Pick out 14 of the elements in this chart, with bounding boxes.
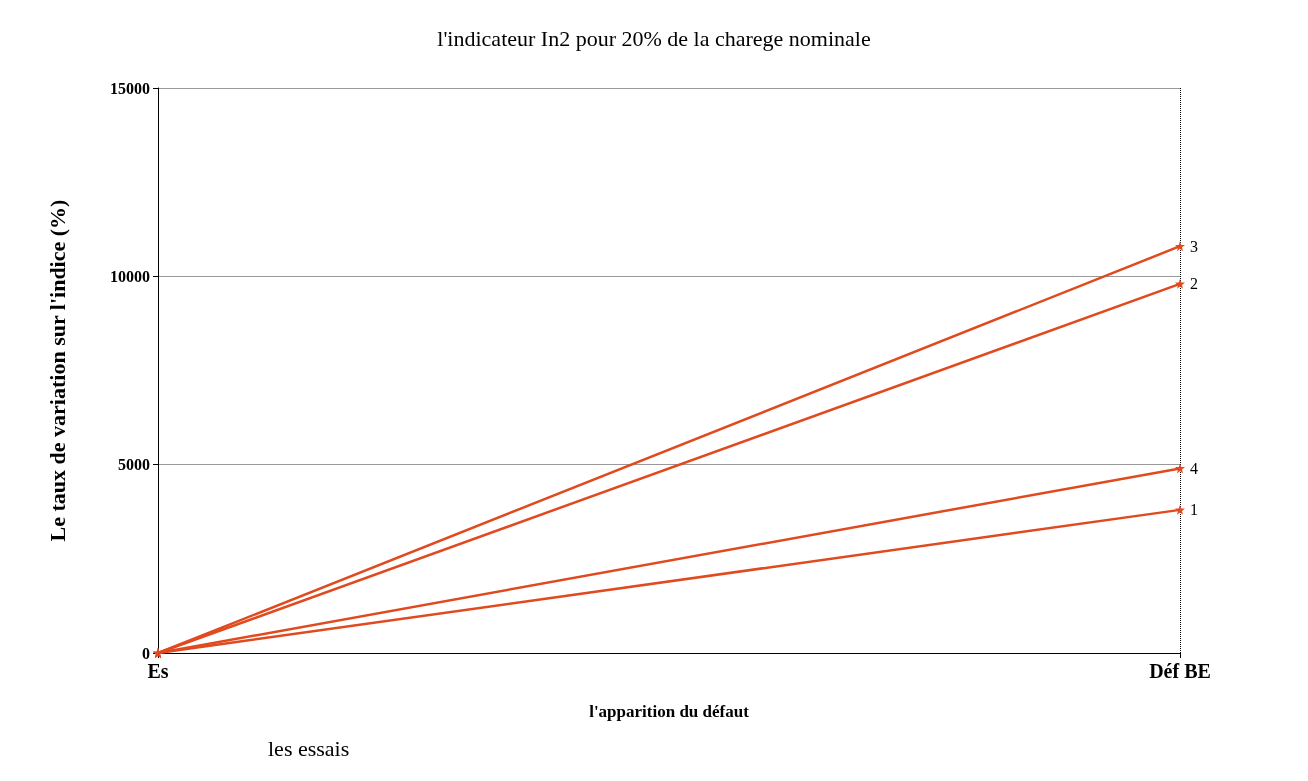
y-axis-title: Le taux de variation sur l'indice (%)	[44, 199, 70, 542]
x-tick-label: Déf BE	[1149, 660, 1211, 682]
y-tick-label: 10000	[110, 267, 150, 285]
y-tick-label: 0	[142, 644, 150, 662]
x-axis-title: l'apparition du défaut	[589, 702, 750, 721]
series-label: 4	[1190, 459, 1198, 477]
series-label: 2	[1190, 275, 1198, 293]
x-tick-label: Es	[147, 660, 169, 682]
series-label: 1	[1190, 501, 1198, 519]
text: les essais	[268, 735, 350, 761]
series-label: 3	[1190, 237, 1198, 255]
y-tick-label: 15000	[110, 79, 150, 97]
chart-title: l'indicateur In2 pour 20% de la charege nominale	[437, 25, 871, 51]
y-tick-label: 5000	[118, 456, 150, 474]
